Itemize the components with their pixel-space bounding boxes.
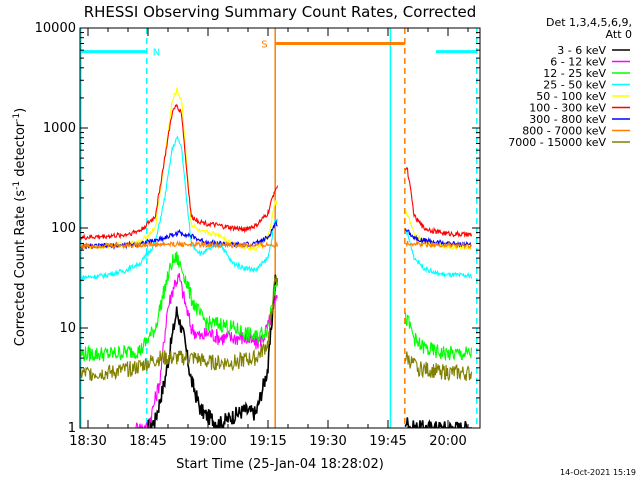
x-tick-label-6: 20:00	[429, 434, 466, 449]
legend-label-0: 3 - 6 keV	[557, 44, 606, 57]
legend-label-2: 12 - 25 keV	[543, 67, 606, 80]
x-axis-label: Start Time (25-Jan-04 18:28:02)	[176, 457, 384, 472]
series-line-5-seg-0	[80, 103, 279, 240]
series-line-3-seg-1	[404, 230, 473, 279]
x-tick-label-5: 19:45	[369, 434, 406, 449]
series-line-5-seg-1	[405, 167, 473, 238]
y-tick-label-3: 1000	[43, 121, 76, 136]
annotation-label-2: S	[261, 39, 267, 50]
y-tick-label-0: 1	[68, 421, 76, 436]
series-line-4-seg-0	[80, 87, 278, 252]
legend-header-2: Att 0	[606, 28, 632, 41]
ylabel-sup-1: -1	[12, 181, 22, 190]
series-line-8-seg-0	[80, 275, 279, 382]
footer-date: 14-Oct-2021 15:19	[560, 468, 636, 477]
chart-title: RHESSI Observing Summary Count Rates, Co…	[84, 3, 477, 21]
y-tick-label-1: 10	[59, 321, 76, 336]
series-line-0-seg-0	[147, 274, 279, 428]
legend-header-1: Det 1,3,4,5,6,9,	[546, 16, 632, 29]
legend-label-1: 6 - 12 keV	[550, 56, 606, 69]
x-tick-label-0: 18:30	[69, 434, 106, 449]
legend-label-7: 800 - 7000 keV	[522, 125, 606, 138]
series-line-3-seg-0	[80, 135, 279, 282]
series-line-7-seg-1	[405, 239, 472, 250]
ylabel-end: )	[13, 108, 28, 113]
data-layer: NS	[80, 28, 478, 428]
y-axis-label: Corrected Count Rate (s-1 detector-1)	[12, 108, 28, 346]
series-line-2-seg-0	[80, 251, 279, 362]
series-line-6-seg-1	[404, 228, 472, 248]
legend-label-8: 7000 - 15000 keV	[508, 136, 606, 149]
series-line-1-seg-0	[135, 272, 278, 428]
series-line-0-seg-1	[404, 417, 472, 428]
x-tick-label-2: 19:00	[189, 434, 226, 449]
ylabel-main: Corrected Count Rate (s	[13, 190, 28, 347]
series-line-7-seg-0	[80, 239, 279, 250]
series-line-2-seg-1	[404, 312, 473, 361]
ylabel-mid: detector	[13, 121, 28, 181]
legend-label-3: 25 - 50 keV	[543, 79, 606, 92]
x-tick-label-4: 19:30	[309, 434, 346, 449]
y-tick-label-4: 10000	[35, 21, 76, 36]
x-tick-label-3: 19:15	[249, 434, 286, 449]
series-line-8-seg-1	[404, 351, 473, 382]
annotation-label-0: N	[153, 48, 160, 59]
legend-label-5: 100 - 300 keV	[529, 102, 606, 115]
x-tick-label-1: 18:45	[129, 434, 166, 449]
legend-label-4: 50 - 100 keV	[536, 90, 606, 103]
legend-label-6: 300 - 800 keV	[529, 113, 606, 126]
ylabel-sup-2: -1	[12, 113, 22, 122]
svg-text:Corrected Count Rate (s-1 dete: Corrected Count Rate (s-1 detector-1)	[12, 108, 28, 346]
y-tick-label-2: 100	[51, 221, 76, 236]
